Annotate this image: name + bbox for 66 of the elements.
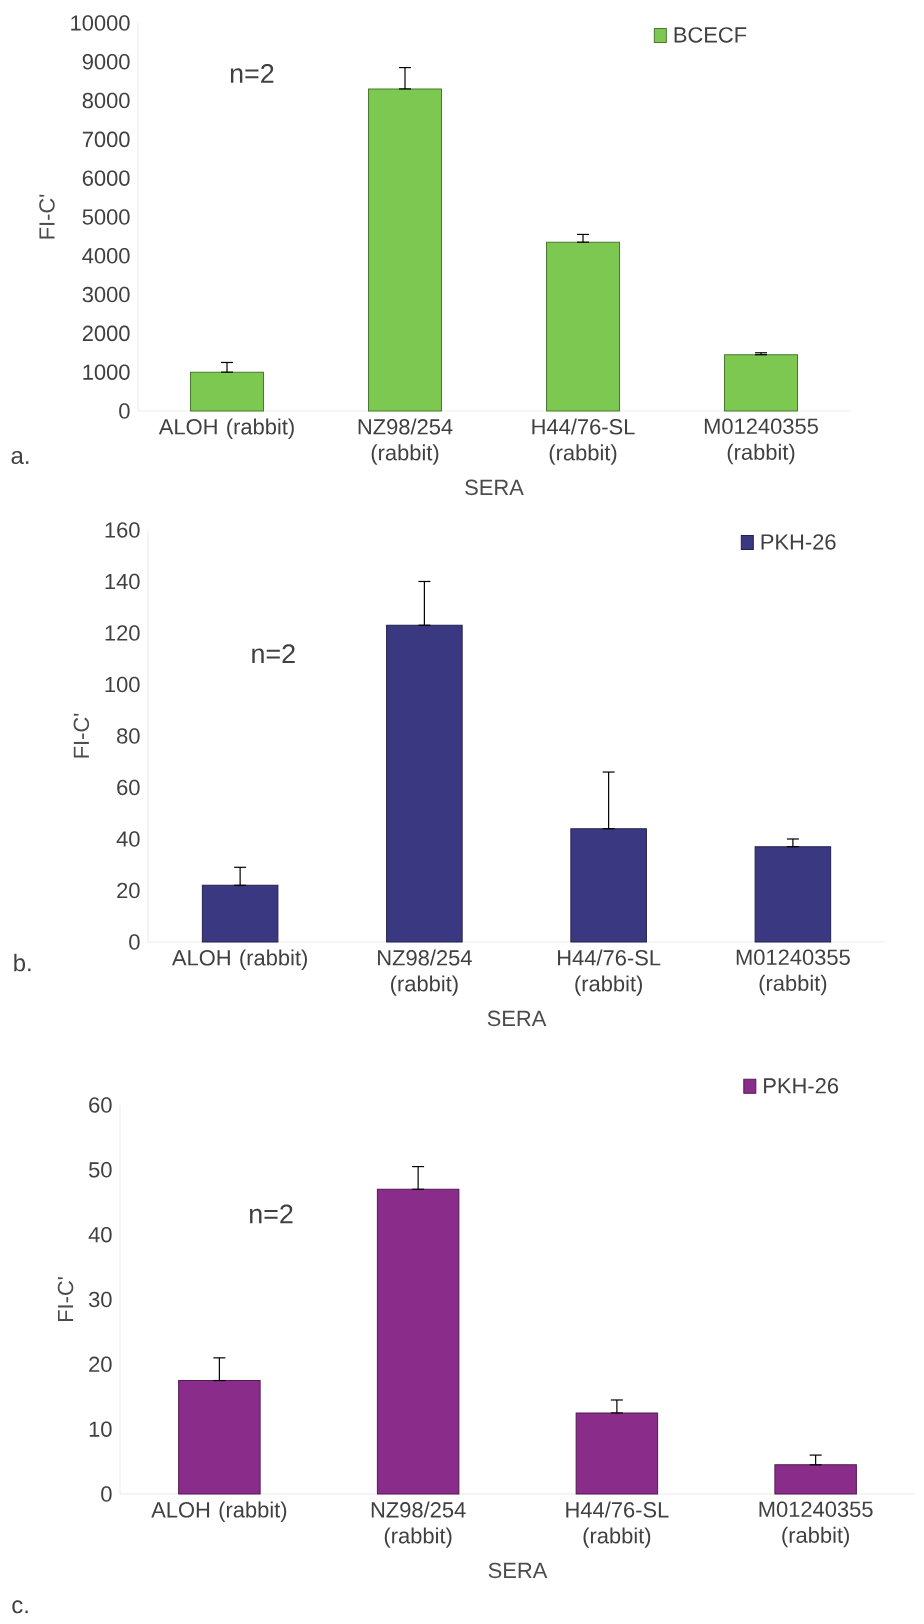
x-tick-label: ALOH (rabbit) (151, 1501, 287, 1522)
y-tick-label: 3000 (82, 286, 130, 303)
y-tick-label: 0 (129, 934, 140, 950)
x-tick-label: M01240355 (rabbit) (736, 949, 850, 996)
x-tick-label: ALOH (rabbit) (158, 418, 294, 439)
y-tick-label: 10000 (71, 15, 130, 31)
x-tick-label: H44/76-SL (rabbit) (532, 418, 635, 465)
y-tick-label: 0 (119, 403, 130, 419)
y-tick-label: 6000 (82, 170, 130, 186)
bar (386, 624, 463, 943)
bar (774, 1464, 857, 1495)
y-tick-label: 9000 (82, 54, 130, 70)
x-tick-label: ALOH (rabbit) (171, 949, 307, 970)
annotation: n=2 (250, 1204, 293, 1224)
bar (376, 1188, 460, 1495)
bar (724, 354, 798, 412)
x-tick-label: NZ98/254 (rabbit) (371, 1501, 466, 1548)
y-axis-title: FI-C' (73, 713, 90, 758)
x-axis-title: SERA (487, 1010, 547, 1027)
bar (190, 371, 264, 412)
x-tick-label: NZ98/254 (rabbit) (358, 418, 453, 465)
y-axis-title: FI-C' (57, 1277, 74, 1322)
bar (368, 88, 442, 412)
bar (201, 884, 279, 943)
y-tick-label: 140 (105, 573, 140, 590)
x-tick-label: M01240355 (rabbit) (704, 418, 818, 465)
legend-label: PKH-26 (764, 1078, 839, 1094)
bar (575, 1412, 659, 1495)
y-tick-label: 7000 (82, 131, 130, 148)
y-tick-label: 50 (88, 1162, 112, 1178)
x-tick-label: NZ98/254 (rabbit) (378, 949, 472, 996)
y-axis-title: FI-C' (39, 194, 55, 239)
y-tick-label: 20 (89, 1356, 112, 1373)
y-tick-label: 60 (117, 779, 140, 796)
y-tick-label: 20 (117, 882, 140, 899)
annotation: n=2 (230, 64, 274, 83)
y-tick-label: 100 (105, 676, 140, 693)
y-tick-label: 2000 (82, 325, 130, 342)
x-tick-label: H44/76-SL (rabbit) (558, 949, 661, 996)
x-axis-title: SERA (488, 1562, 548, 1579)
text: a. (11, 450, 29, 465)
y-tick-label: 60 (89, 1097, 112, 1113)
y-tick-label: 0 (101, 1486, 112, 1502)
legend-label: PKH-26 (761, 534, 836, 550)
y-tick-label: 80 (117, 728, 140, 744)
x-tick-label: M01240355 (rabbit) (759, 1501, 873, 1548)
y-tick-label: 5000 (82, 209, 130, 225)
bar (178, 1380, 261, 1495)
y-tick-label: 160 (105, 522, 140, 538)
x-tick-label: H44/76-SL (rabbit) (566, 1501, 669, 1548)
y-tick-label: 120 (105, 625, 140, 641)
annotation: n=2 (252, 644, 295, 663)
y-tick-label: 30 (88, 1291, 112, 1308)
bar (546, 241, 620, 412)
y-tick-label: 1000 (83, 364, 130, 380)
x-axis-title: SERA (465, 479, 524, 496)
y-tick-label: 10 (89, 1421, 112, 1437)
text: b. (14, 953, 31, 972)
y-tick-label: 40 (116, 831, 140, 847)
bar (570, 828, 647, 943)
legend-label: BCECF (674, 27, 747, 43)
text: c. (12, 1600, 28, 1614)
y-tick-label: 4000 (82, 248, 130, 264)
y-tick-label: 8000 (82, 92, 130, 109)
bar (754, 846, 832, 943)
y-tick-label: 40 (88, 1226, 112, 1243)
